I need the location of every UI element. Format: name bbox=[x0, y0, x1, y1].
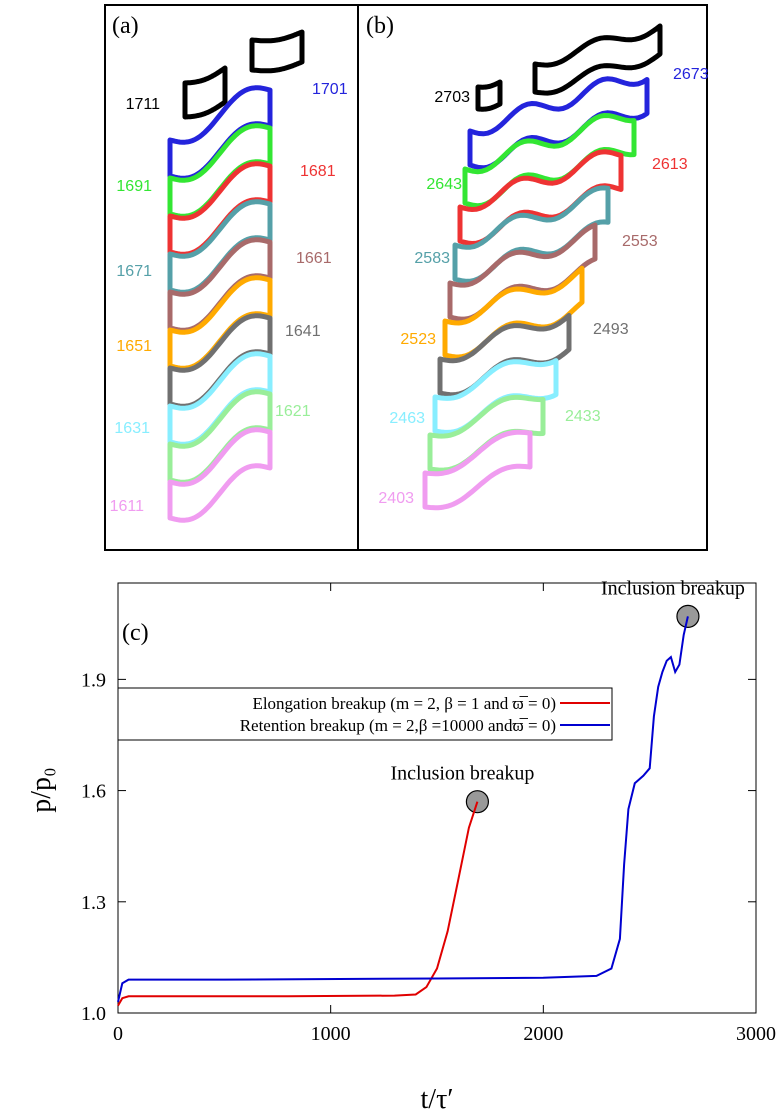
shape-label: 2403 bbox=[378, 490, 414, 507]
panel-b-frame bbox=[357, 4, 708, 551]
x-tick-label: 2000 bbox=[523, 1023, 563, 1045]
panel-label: (a) bbox=[112, 13, 139, 39]
y-axis-label: p/p₀ bbox=[26, 767, 57, 813]
shape-label: 1661 bbox=[296, 250, 332, 267]
shape-label: 1651 bbox=[116, 338, 152, 355]
annotation: Inclusion breakup bbox=[601, 577, 745, 599]
shape-label: 1611 bbox=[110, 498, 145, 515]
shape-label: 1681 bbox=[300, 163, 336, 180]
shape-label: 1631 bbox=[114, 420, 150, 437]
shape-label: 1691 bbox=[116, 178, 152, 195]
shape-label: 2523 bbox=[400, 331, 436, 348]
series-line bbox=[117, 801, 479, 1007]
series-line bbox=[117, 616, 689, 1003]
shape-contour bbox=[432, 358, 559, 435]
shape-label: 2433 bbox=[565, 408, 601, 425]
x-tick-label: 3000 bbox=[736, 1023, 776, 1045]
legend-label: Retention breakup (m = 2,β =10000 andϖ̅ … bbox=[240, 716, 556, 735]
shape-label: 1621 bbox=[275, 403, 311, 420]
x-tick-label: 1000 bbox=[311, 1023, 351, 1045]
shape-contour bbox=[249, 29, 305, 74]
y-tick-label: 1.3 bbox=[81, 892, 106, 914]
shape-contour bbox=[167, 427, 273, 523]
shape-contour bbox=[422, 429, 533, 511]
shape-label: 2463 bbox=[389, 410, 425, 427]
shape-label: 2703 bbox=[434, 89, 470, 106]
panel-label: (c) bbox=[122, 620, 149, 646]
shape-contour bbox=[182, 65, 228, 120]
shape-label: 1641 bbox=[285, 323, 321, 340]
shape-label: 1701 bbox=[312, 81, 348, 98]
shape-label: 1671 bbox=[116, 263, 152, 280]
shape-contour bbox=[532, 23, 663, 96]
shape-label: 2613 bbox=[652, 156, 688, 173]
shape-label: 2493 bbox=[593, 321, 629, 338]
shape-label: 1711 bbox=[126, 96, 161, 113]
shape-label: 2643 bbox=[426, 176, 462, 193]
y-tick-label: 1.0 bbox=[81, 1003, 106, 1025]
shape-label: 2553 bbox=[622, 233, 658, 250]
y-tick-label: 1.6 bbox=[81, 781, 106, 803]
legend-box bbox=[117, 687, 613, 741]
legend-label: Elongation breakup (m = 2, β = 1 and ϖ̅ … bbox=[252, 694, 556, 713]
annotation: Inclusion breakup bbox=[390, 763, 534, 785]
x-axis-label: t/τ′ bbox=[421, 1084, 454, 1113]
y-tick-label: 1.9 bbox=[81, 669, 106, 691]
panel-label: (b) bbox=[366, 13, 394, 39]
shape-contour bbox=[447, 222, 598, 322]
shape-label: 2583 bbox=[414, 250, 450, 267]
shape-contour bbox=[475, 79, 503, 112]
x-tick-label: 0 bbox=[113, 1023, 123, 1045]
plot-frame bbox=[117, 582, 757, 1014]
breakup-marker bbox=[676, 604, 700, 628]
shape-label: 2673 bbox=[673, 66, 709, 83]
